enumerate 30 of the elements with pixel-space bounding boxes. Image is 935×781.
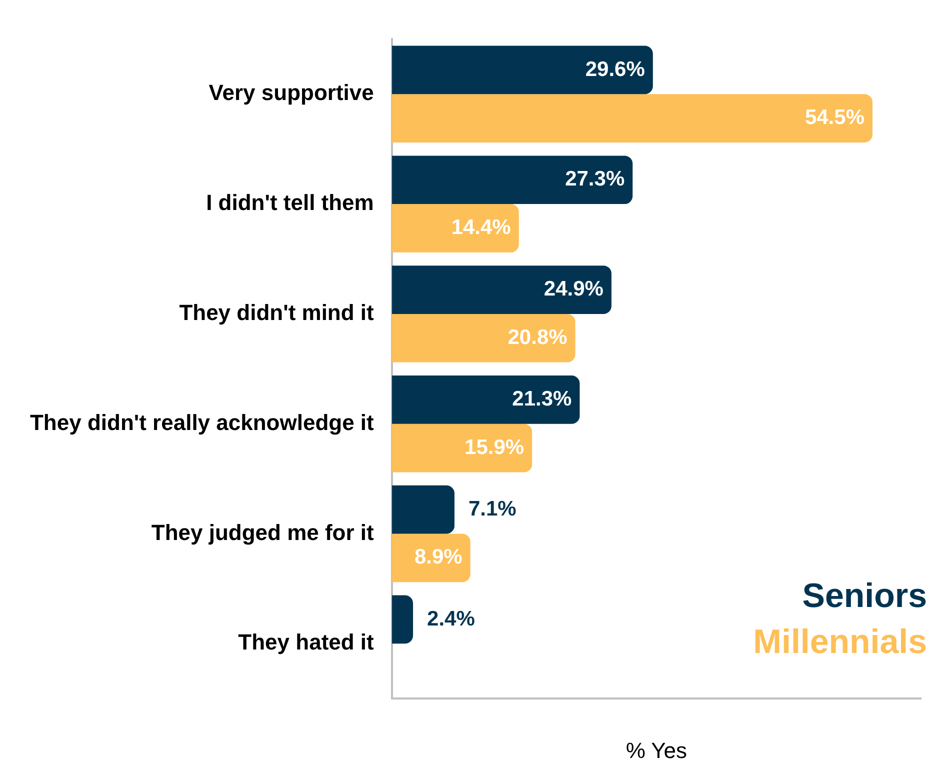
bar: [392, 94, 872, 143]
y-tick-label: They hated it: [238, 630, 375, 655]
data-label: 14.4%: [451, 216, 512, 240]
data-label: 29.6%: [585, 58, 646, 81]
text: Millennials: [753, 622, 927, 661]
data-label: 2.4%: [427, 607, 476, 630]
x-axis-title: % Yes: [626, 738, 688, 763]
bar: [392, 314, 576, 362]
y-tick-label: They judged me for it: [151, 520, 375, 545]
bar: [392, 204, 519, 252]
data-label: 7.1%: [468, 497, 517, 520]
data-label: 54.5%: [804, 106, 865, 130]
data-label: 24.9%: [544, 278, 604, 301]
bar: [392, 485, 454, 534]
bar: [392, 46, 653, 94]
bar: [392, 595, 414, 644]
data-label: 20.8%: [508, 326, 568, 349]
bar: [392, 266, 612, 314]
data-label: 27.3%: [565, 168, 625, 191]
data-label: 21.3%: [512, 387, 572, 410]
data-label: 8.9%: [414, 546, 463, 569]
y-tick-label: I didn't tell them: [206, 190, 374, 216]
text: Seniors: [802, 576, 927, 615]
y-tick-label: They didn't really acknowledge it: [30, 410, 375, 435]
data-label: 15.9%: [464, 436, 524, 459]
y-tick-label: They didn't mind it: [179, 300, 375, 326]
y-tick-label: Very supportive: [208, 80, 374, 106]
bar: [392, 424, 532, 472]
bar: [392, 156, 633, 204]
bar: [392, 375, 580, 424]
